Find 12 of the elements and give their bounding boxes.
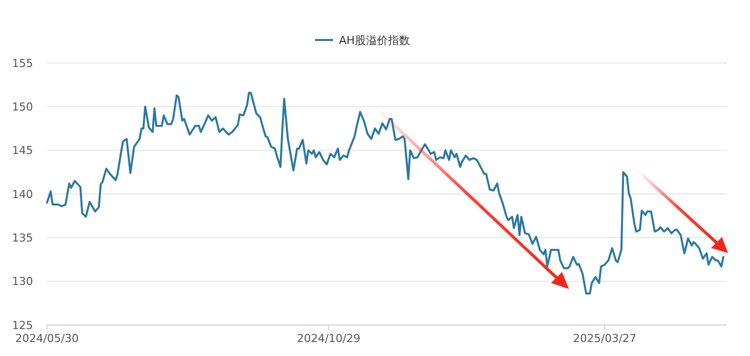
x-tick-label: 2024/05/30 bbox=[15, 332, 79, 345]
y-tick-label: 125 bbox=[12, 318, 33, 332]
y-tick-label: 140 bbox=[12, 188, 33, 201]
y-tick-label: 145 bbox=[12, 144, 33, 158]
line-series bbox=[46, 92, 724, 295]
x-tick-label: 2025/03/27 bbox=[573, 332, 636, 345]
x-tick-label: 2024/10/29 bbox=[296, 332, 360, 345]
y-tick-label: 155 bbox=[12, 56, 33, 70]
legend-label: AH股溢价指数 bbox=[339, 34, 410, 47]
y-tick-label: 130 bbox=[12, 275, 33, 288]
y-tick-label: 135 bbox=[12, 232, 33, 245]
y-tick-label: 150 bbox=[12, 100, 33, 114]
